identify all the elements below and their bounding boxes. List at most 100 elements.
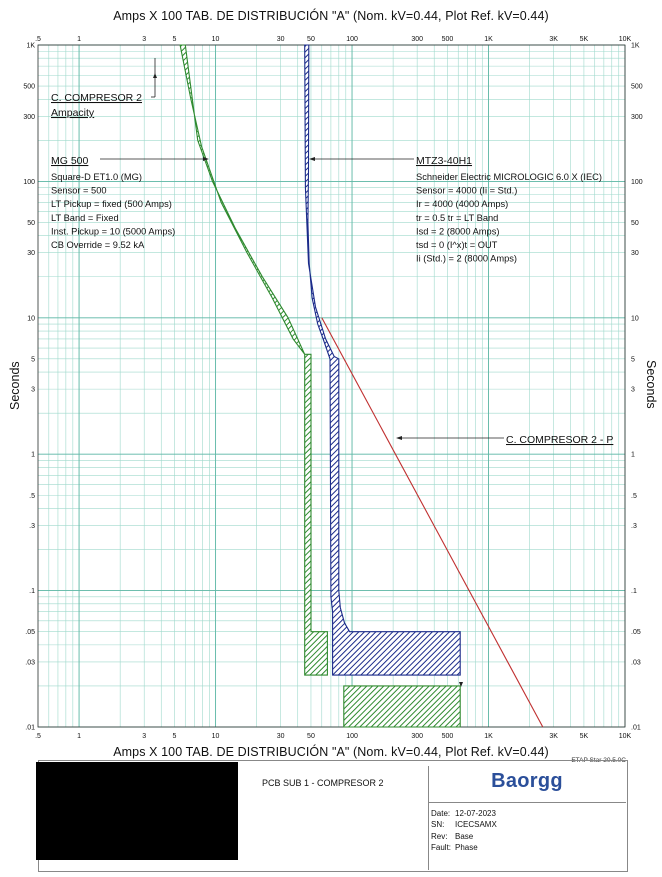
series-line (321, 317, 544, 728)
y-tick-label: .5 (631, 493, 637, 500)
x-tick-label: 10 (212, 733, 220, 740)
x-tick-label: 1K (484, 733, 493, 740)
x-tick-label: 10K (619, 733, 632, 740)
y-tick-label: .03 (631, 659, 641, 666)
mtz-setting: Isd = 2 (8000 Amps) (416, 226, 499, 236)
x-tick-label: 1 (77, 733, 81, 740)
arrow-icon (459, 682, 463, 687)
x-tick-label: 500 (442, 36, 454, 43)
x-tick-label: 5K (580, 36, 589, 43)
x-tick-label: 100 (346, 36, 358, 43)
date-value: 12-07-2023 (455, 809, 496, 818)
series-band (343, 685, 461, 728)
x-tick-label: 30 (277, 36, 285, 43)
company-logo: Baorgg (491, 770, 563, 792)
rev-value: Base (455, 831, 474, 841)
x-tick-label: 100 (346, 733, 358, 740)
y-tick-label: 1K (631, 43, 640, 50)
y-axis-label-right: Seconds (644, 360, 658, 409)
x-tick-label: 1K (484, 36, 493, 43)
x-tick-label: 50 (307, 36, 315, 43)
date-label: Date: (431, 809, 451, 818)
x-tick-label: 500 (442, 733, 454, 740)
y-tick-label: 50 (27, 220, 35, 227)
annotations: C. COMPRESOR 2 Ampacity MG 500 Square-D ET1… (51, 58, 613, 687)
y-tick-label: 300 (631, 114, 643, 121)
sn-value: ICECSAMX (455, 820, 497, 830)
mtz-setting: tr = 0.5 tr = LT Band (416, 213, 498, 223)
mg500-setting: CB Override = 9.52 kA (51, 240, 145, 250)
mg500-setting: Inst. Pickup = 10 (5000 Amps) (51, 226, 175, 236)
arrow-icon (309, 157, 315, 161)
arrow-icon (153, 73, 157, 78)
mtz-setting: Ir = 4000 (4000 Amps) (416, 199, 508, 209)
y-tick-label: 1 (31, 452, 35, 459)
y-tick-label: 3 (631, 387, 635, 394)
x-tick-label: 50 (307, 733, 315, 740)
tcc-chart: .5 .5 1 1 3 3 5 5 10 10 30 30 50 50 100 100 300 300 500 500… (23, 36, 642, 740)
y-tick-label: 100 (23, 179, 35, 186)
y-tick-label: .05 (25, 629, 35, 636)
x-tick-label: .5 (35, 36, 41, 43)
y-tick-label: 30 (631, 250, 639, 257)
arrow-icon (203, 157, 209, 161)
y-tick-label: 30 (27, 250, 35, 257)
y-tick-label: .03 (25, 659, 35, 666)
y-tick-label: 500 (631, 84, 643, 91)
y-tick-label: 1K (26, 43, 35, 50)
mtz-setting: tsd = 0 (I^x)t = OUT (416, 240, 498, 250)
x-tick-label: 30 (277, 733, 285, 740)
y-tick-label: 500 (23, 84, 35, 91)
sn-label: SN: (431, 820, 445, 830)
x-tick-label: 10 (212, 36, 220, 43)
y-tick-label: 1 (631, 452, 635, 459)
y-tick-label: 300 (23, 114, 35, 121)
y-tick-label: 100 (631, 179, 643, 186)
y-tick-label: 3 (31, 387, 35, 394)
series-band (304, 44, 461, 676)
y-tick-label: 10 (27, 315, 35, 322)
y-tick-label: .3 (29, 523, 35, 530)
mg500-setting: LT Band = Fixed (51, 213, 119, 223)
y-tick-label: .01 (25, 725, 35, 732)
x-tick-label: 3K (549, 36, 558, 43)
mg500-setting: Square-D ET1.0 (MG) (51, 172, 142, 182)
y-tick-label: .5 (29, 493, 35, 500)
divider (428, 802, 626, 803)
tick-labels: .5 .5 1 1 3 3 5 5 10 10 30 30 50 50 100 100 300 300 500 500… (23, 36, 642, 740)
chart-title-top: Amps X 100 TAB. DE DISTRIBUCIÓN "A" (Nom… (113, 9, 549, 23)
compresor-p-label: C. COMPRESOR 2 - P (506, 434, 613, 446)
x-tick-label: 300 (411, 733, 423, 740)
series-band (179, 44, 328, 676)
mg500-label: MG 500 (51, 155, 89, 167)
mtz-setting: Ii (Std.) = 2 (8000 Amps) (416, 254, 517, 264)
ampacity-label: Ampacity (51, 107, 95, 119)
y-tick-label: .05 (631, 629, 641, 636)
project-name: PCB SUB 1 - COMPRESOR 2 (262, 778, 384, 788)
y-axis-label-left: Seconds (8, 361, 22, 410)
y-tick-label: .1 (631, 588, 637, 595)
x-tick-label: 3 (142, 733, 146, 740)
fault-label: Fault: (431, 842, 452, 852)
arrow-icon (396, 436, 402, 440)
x-tick-label: 5 (173, 733, 177, 740)
y-tick-label: .3 (631, 523, 637, 530)
mtz-label: MTZ3-40H1 (416, 155, 472, 167)
fault-value: Phase (455, 842, 478, 852)
x-tick-label: 3 (142, 36, 146, 43)
plot-frame (37, 44, 626, 728)
x-tick-label: 5 (173, 36, 177, 43)
mtz-setting: Sensor = 4000 (Ii = Std.) (416, 186, 517, 196)
x-tick-label: 5K (580, 733, 589, 740)
chart-title-bottom: Amps X 100 TAB. DE DISTRIBUCIÓN "A" (Nom… (113, 745, 549, 759)
y-tick-label: 10 (631, 315, 639, 322)
x-tick-label: 300 (411, 36, 423, 43)
mg500-setting: Sensor = 500 (51, 186, 107, 196)
y-tick-label: 5 (31, 356, 35, 363)
x-tick-label: 10K (619, 36, 632, 43)
y-tick-label: 50 (631, 220, 639, 227)
redacted-area (36, 762, 238, 860)
rev-label: Rev: (431, 831, 448, 841)
y-tick-label: 5 (631, 356, 635, 363)
x-tick-label: 1 (77, 36, 81, 43)
